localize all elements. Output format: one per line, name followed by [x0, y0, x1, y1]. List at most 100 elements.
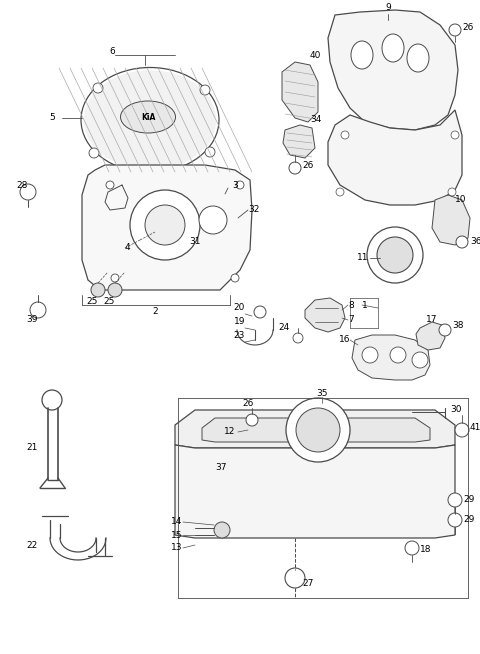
Text: 25: 25	[103, 298, 115, 307]
Text: 21: 21	[26, 443, 38, 453]
Ellipse shape	[120, 101, 176, 133]
Text: 38: 38	[452, 320, 464, 330]
Circle shape	[231, 274, 239, 282]
Text: 31: 31	[189, 237, 201, 247]
Circle shape	[246, 414, 258, 426]
Circle shape	[289, 162, 301, 174]
Circle shape	[451, 131, 459, 139]
Circle shape	[91, 283, 105, 297]
Ellipse shape	[81, 67, 219, 173]
Text: 26: 26	[302, 160, 313, 169]
Circle shape	[286, 398, 350, 462]
Polygon shape	[202, 418, 430, 442]
Text: 17: 17	[426, 315, 438, 324]
Circle shape	[296, 408, 340, 452]
Text: 1: 1	[362, 300, 368, 309]
Circle shape	[439, 324, 451, 336]
Circle shape	[42, 390, 62, 410]
Ellipse shape	[351, 41, 373, 69]
Text: 39: 39	[26, 315, 38, 324]
Text: 18: 18	[420, 545, 432, 555]
Text: 20: 20	[234, 303, 245, 313]
Circle shape	[200, 85, 210, 95]
Ellipse shape	[382, 34, 404, 62]
Circle shape	[455, 423, 469, 437]
Circle shape	[293, 333, 303, 343]
Circle shape	[89, 148, 99, 158]
Text: 37: 37	[215, 464, 227, 472]
Text: 24: 24	[279, 324, 290, 332]
Text: 36: 36	[470, 237, 480, 247]
Circle shape	[448, 188, 456, 196]
Text: 34: 34	[310, 116, 322, 124]
Text: 13: 13	[170, 543, 182, 553]
Text: 8: 8	[348, 300, 354, 309]
Text: 29: 29	[463, 496, 474, 504]
Polygon shape	[305, 298, 345, 332]
Text: 26: 26	[242, 398, 254, 407]
Text: 10: 10	[455, 196, 467, 205]
Circle shape	[130, 190, 200, 260]
Circle shape	[367, 227, 423, 283]
Text: 2: 2	[152, 307, 158, 317]
Polygon shape	[175, 445, 455, 538]
Circle shape	[362, 347, 378, 363]
Text: 5: 5	[49, 114, 55, 122]
Circle shape	[405, 541, 419, 555]
Circle shape	[341, 131, 349, 139]
Polygon shape	[432, 195, 470, 245]
Text: 32: 32	[248, 205, 259, 215]
Circle shape	[20, 184, 36, 200]
Text: 35: 35	[316, 388, 328, 398]
Text: 9: 9	[385, 3, 391, 12]
Text: 27: 27	[302, 579, 313, 589]
Text: 7: 7	[348, 315, 354, 324]
Text: 6: 6	[109, 48, 115, 56]
Ellipse shape	[407, 44, 429, 72]
Text: 16: 16	[338, 336, 350, 345]
Text: 12: 12	[224, 428, 235, 436]
Text: KiA: KiA	[141, 112, 155, 122]
Polygon shape	[175, 410, 455, 448]
Polygon shape	[328, 10, 458, 130]
Polygon shape	[282, 62, 318, 122]
Circle shape	[456, 236, 468, 248]
Text: 25: 25	[86, 298, 98, 307]
Text: 23: 23	[234, 332, 245, 341]
Circle shape	[199, 206, 227, 234]
Circle shape	[448, 493, 462, 507]
Circle shape	[390, 347, 406, 363]
Text: 22: 22	[27, 540, 38, 549]
Text: 26: 26	[462, 24, 473, 33]
Text: 11: 11	[357, 254, 368, 262]
Circle shape	[336, 188, 344, 196]
Circle shape	[205, 147, 215, 157]
Text: 3: 3	[232, 182, 238, 190]
Polygon shape	[82, 165, 252, 290]
Circle shape	[285, 568, 305, 588]
Circle shape	[254, 306, 266, 318]
Polygon shape	[416, 322, 445, 350]
Circle shape	[449, 24, 461, 36]
Circle shape	[221, 194, 229, 202]
Circle shape	[106, 181, 114, 189]
Text: 40: 40	[310, 52, 322, 61]
Circle shape	[145, 205, 185, 245]
Circle shape	[108, 283, 122, 297]
Text: 4: 4	[125, 243, 131, 252]
Circle shape	[448, 513, 462, 527]
Text: 19: 19	[233, 317, 245, 326]
Polygon shape	[328, 110, 462, 205]
Circle shape	[93, 83, 103, 93]
Circle shape	[236, 181, 244, 189]
Text: 14: 14	[170, 517, 182, 526]
Text: 30: 30	[450, 405, 461, 415]
Text: 15: 15	[170, 530, 182, 540]
Circle shape	[30, 302, 46, 318]
Circle shape	[412, 352, 428, 368]
Circle shape	[111, 274, 119, 282]
Circle shape	[214, 522, 230, 538]
Text: 28: 28	[16, 182, 28, 190]
Text: 41: 41	[470, 424, 480, 432]
Text: 29: 29	[463, 515, 474, 525]
